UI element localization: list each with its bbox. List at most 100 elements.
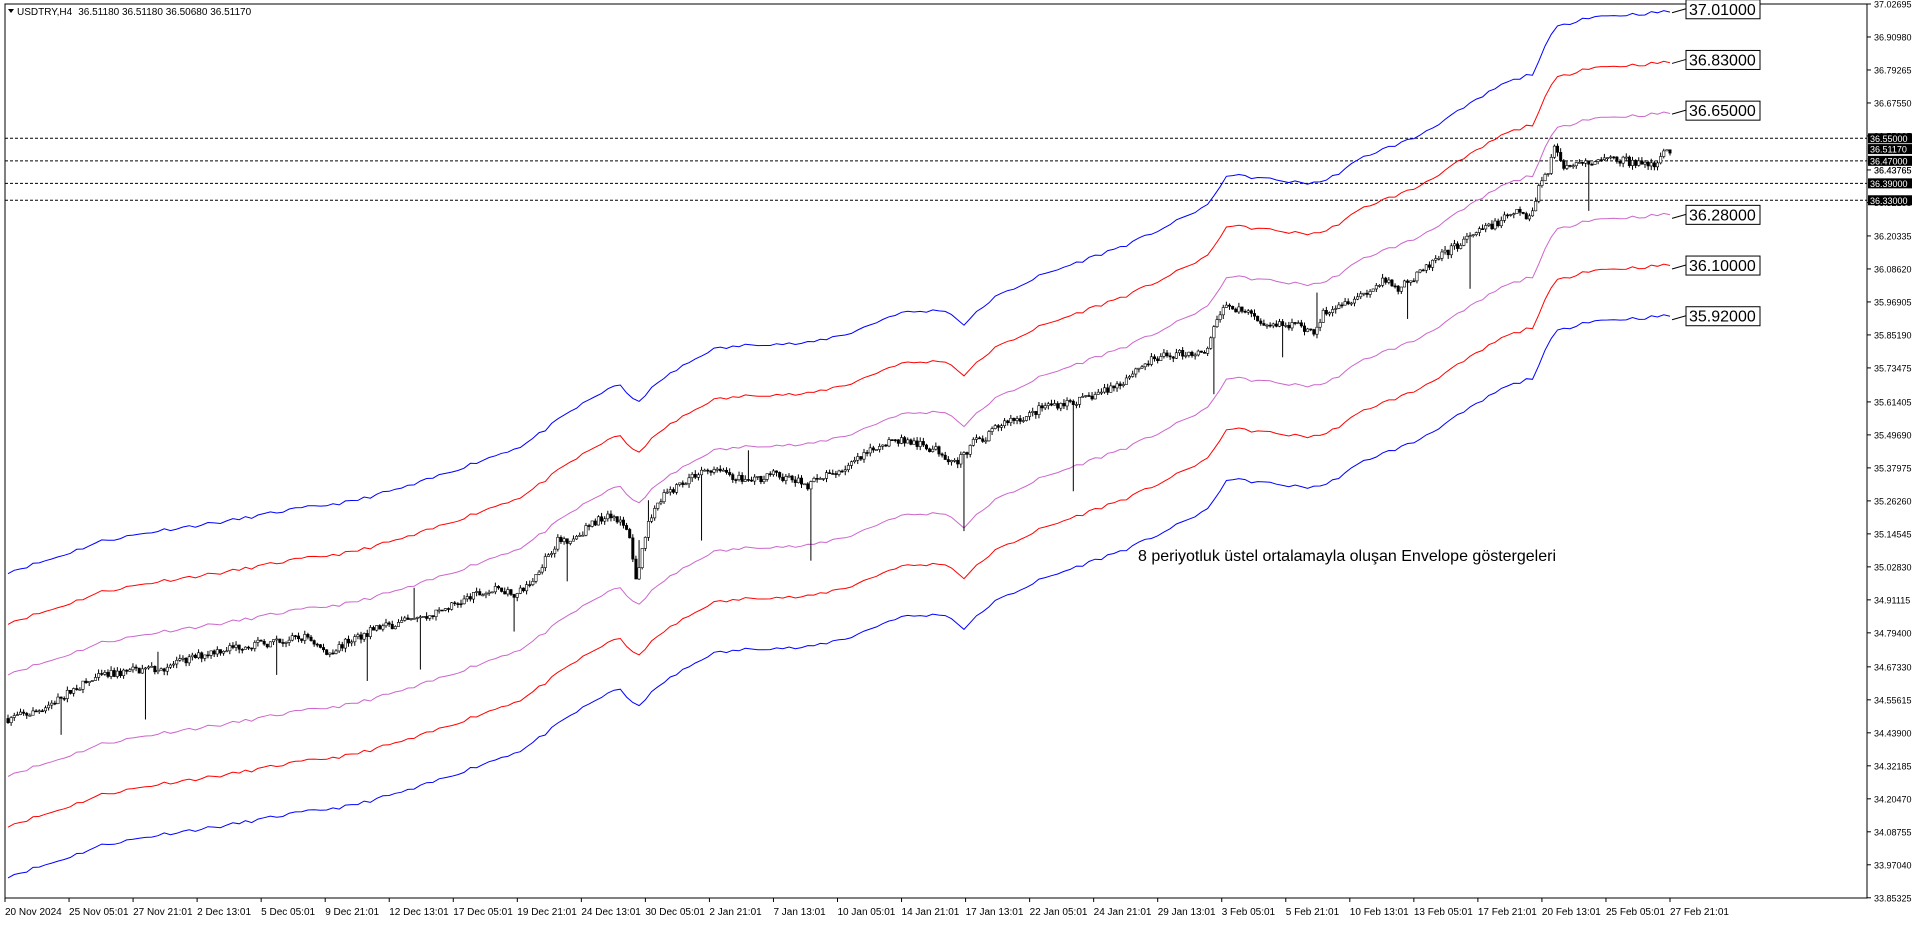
candle-body (1115, 383, 1119, 389)
candle-body (12, 715, 16, 718)
candle-body (1362, 292, 1366, 295)
candle-body (1412, 280, 1416, 283)
candle-body (1134, 368, 1138, 375)
candle-body (387, 622, 391, 625)
candle-body (1043, 405, 1047, 409)
candle-body (618, 519, 622, 523)
candle-body (1384, 277, 1388, 283)
candle-body (650, 517, 654, 522)
candle-body (37, 710, 41, 713)
candle-body (1224, 304, 1228, 308)
candle-body (993, 425, 997, 429)
candle-body (222, 650, 226, 654)
header-dropdown-icon[interactable] (8, 9, 14, 13)
candle-body (1565, 165, 1569, 169)
candle-body (556, 536, 560, 550)
band-label-text: 36.65000 (1689, 103, 1756, 120)
x-tick-label: 10 Jan 05:01 (838, 907, 896, 918)
candle-body (662, 492, 666, 503)
band-label-text: 37.01000 (1689, 2, 1756, 19)
candle-body (1293, 322, 1297, 324)
candle-body (234, 644, 238, 648)
candle-body (175, 659, 179, 665)
candle-body (587, 525, 591, 527)
candle-body (1568, 165, 1572, 167)
candle-body (1640, 160, 1644, 165)
candle-body (247, 646, 251, 649)
candle-body (528, 584, 532, 586)
candle-body (140, 668, 144, 674)
candle-body (190, 654, 194, 658)
candle-body (565, 538, 569, 544)
band-label-pointer (1671, 8, 1687, 14)
candle-body (403, 617, 407, 621)
candle-body (1449, 245, 1453, 256)
band-label-pointer (1671, 58, 1687, 64)
candle-body (631, 537, 635, 560)
candle-body (1065, 400, 1069, 407)
y-tick-label: 35.85190 (1874, 330, 1912, 340)
candle-body (1246, 310, 1250, 313)
candle-body (1337, 304, 1341, 309)
candle-body (793, 479, 797, 483)
y-tick-label: 34.20470 (1874, 794, 1912, 804)
envelope-lower-outer-line (7, 314, 1671, 879)
candle-body (1381, 277, 1385, 286)
candle-body (478, 591, 482, 596)
candle-body (59, 696, 63, 699)
y-tick-label: 35.73475 (1874, 363, 1912, 373)
header-ohlc-label: USDTRY,H4 36.51180 36.51180 36.50680 36.5… (17, 7, 252, 18)
candle-body (893, 439, 897, 442)
band-label-text: 36.28000 (1689, 207, 1756, 224)
candle-body (1262, 323, 1266, 326)
envelope-upper-middle-line (7, 60, 1671, 625)
candle-body (368, 627, 372, 637)
candle-body (484, 593, 488, 596)
candle-body (1178, 349, 1182, 354)
band-label-box (1685, 204, 1761, 225)
candle-body (1046, 403, 1050, 406)
candle-body (515, 593, 519, 598)
candle-body (1334, 308, 1338, 310)
candle-body (831, 473, 835, 475)
candle-body (912, 440, 916, 445)
candle-body (540, 567, 544, 573)
candle-body (1621, 156, 1625, 164)
band-label-box (1685, 255, 1761, 276)
band-label-box (1685, 100, 1761, 121)
candle-body (337, 644, 341, 652)
band-label-box (1685, 0, 1761, 20)
candle-body (971, 439, 975, 446)
x-tick-label: 17 Jan 13:01 (966, 907, 1024, 918)
candle-body (675, 484, 679, 493)
candle-body (122, 669, 126, 676)
candle-body (243, 646, 247, 650)
candle-body (546, 554, 550, 557)
candle-body (72, 688, 76, 694)
x-tick-label: 5 Feb 21:01 (1286, 907, 1340, 918)
band-labels: 37.01000 36.83000 36.65000 36.28000 36.10000… (1671, 0, 1761, 327)
y-tick-label: 36.67550 (1874, 98, 1912, 108)
candle-body (1206, 348, 1210, 354)
candle-body (684, 483, 688, 486)
y-tick-label: 34.08755 (1874, 827, 1912, 837)
candle-body (600, 516, 604, 522)
candle-body (62, 698, 66, 700)
candle-body (987, 431, 991, 442)
candle-body (734, 479, 738, 481)
candle-body (1165, 352, 1169, 357)
price-tag (1868, 144, 1912, 155)
candle-body (1349, 302, 1353, 305)
candle-body (500, 587, 504, 592)
candle-body (1309, 328, 1313, 331)
candle-body (612, 516, 616, 519)
candle-body (25, 713, 29, 716)
candle-body (943, 454, 947, 460)
candle-body (671, 489, 675, 493)
candle-body (1368, 291, 1372, 295)
candle-body (1459, 245, 1463, 249)
candle-body (931, 448, 935, 452)
candle-body (1049, 403, 1053, 406)
